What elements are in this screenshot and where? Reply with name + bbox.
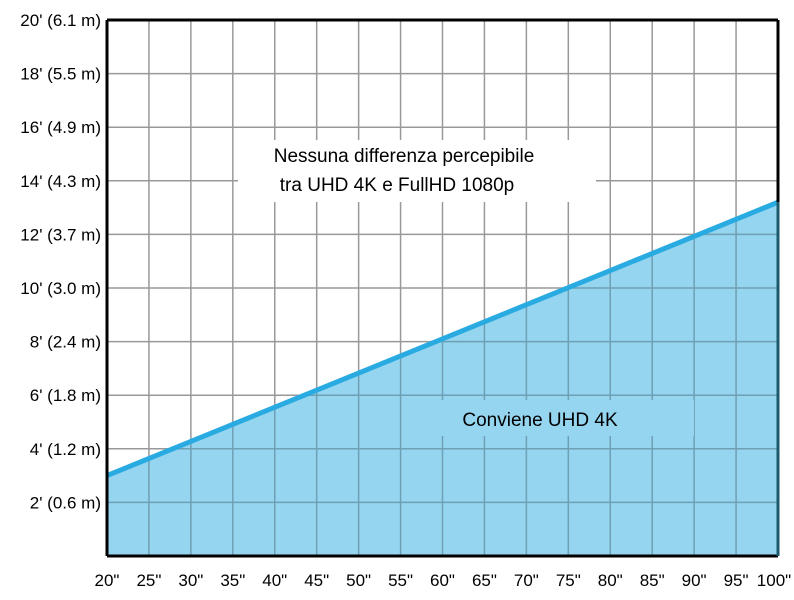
x-tick-label: 75" — [556, 571, 581, 590]
axes — [105, 18, 780, 558]
x-tick-label: 95" — [724, 571, 749, 590]
y-tick-label: 10' (3.0 m) — [20, 279, 101, 298]
y-tick-labels: 2' (0.6 m) 4' (1.2 m) 6' (1.8 m) 8' (2.4 m)… — [20, 11, 101, 512]
x-tick-label: 100" — [757, 571, 791, 590]
y-tick-label: 14' (4.3 m) — [20, 172, 101, 191]
y-tick-label: 4' (1.2 m) — [30, 440, 101, 459]
y-tick-label: 12' (3.7 m) — [20, 225, 101, 244]
annotation-below-line: Conviene UHD 4K — [462, 410, 618, 431]
annotation-background-above — [238, 140, 596, 202]
y-tick-label: 20' (6.1 m) — [20, 11, 101, 30]
x-tick-label: 65" — [472, 571, 497, 590]
x-tick-label: 35" — [220, 571, 245, 590]
x-tick-label: 30" — [178, 571, 203, 590]
x-tick-label: 90" — [682, 571, 707, 590]
x-tick-label: 60" — [430, 571, 455, 590]
y-tick-label: 18' (5.5 m) — [20, 65, 101, 84]
x-tick-label: 25" — [136, 571, 161, 590]
y-tick-label: 16' (4.9 m) — [20, 118, 101, 137]
x-tick-label: 55" — [388, 571, 413, 590]
y-tick-label: 6' (1.8 m) — [30, 386, 101, 405]
annotation-background-below — [436, 400, 694, 436]
annotation-above-line-1: Nessuna differenza percepibile — [274, 146, 535, 167]
x-tick-label: 70" — [514, 571, 539, 590]
x-tick-labels: 20" 25" 30" 35" 40" 45" 50" 55" 60" 65" 70" 75" 80" 8… — [95, 571, 792, 590]
x-tick-label: 50" — [346, 571, 371, 590]
x-tick-label: 20" — [95, 571, 120, 590]
y-tick-label: 2' (0.6 m) — [30, 493, 101, 512]
x-tick-label: 85" — [640, 571, 665, 590]
x-tick-label: 40" — [262, 571, 287, 590]
x-tick-label: 45" — [304, 571, 329, 590]
annotation-above-line-2: tra UHD 4K e FullHD 1080p — [280, 175, 514, 196]
series-line — [106, 199, 779, 478]
y-tick-label: 8' (2.4 m) — [30, 333, 101, 352]
x-tick-label: 80" — [598, 571, 623, 590]
